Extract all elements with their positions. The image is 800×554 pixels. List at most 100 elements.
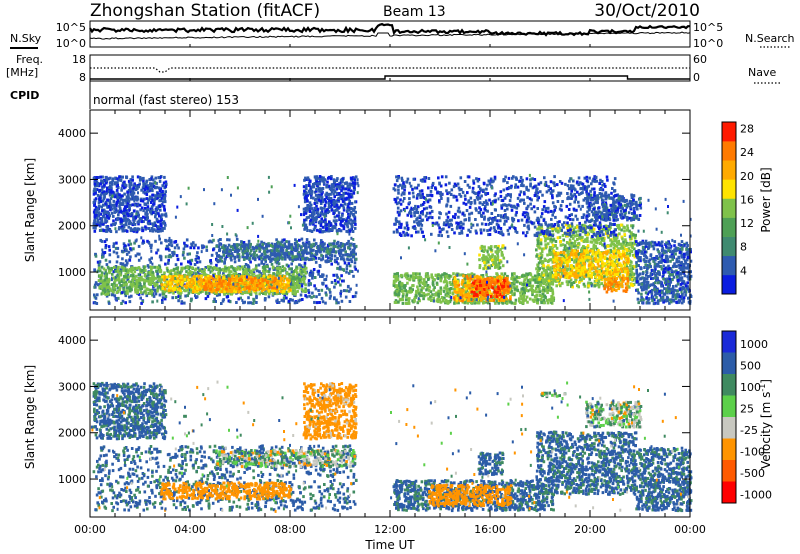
heatmap-cell <box>125 252 129 256</box>
heatmap-cell <box>145 294 149 298</box>
heatmap-cell <box>525 276 528 280</box>
heatmap-cell <box>328 242 331 246</box>
heatmap-cell <box>108 181 112 185</box>
heatmap-cell <box>332 183 335 187</box>
heatmap-cell <box>423 293 426 297</box>
heatmap-cell <box>150 256 153 260</box>
heatmap-cell <box>108 193 112 197</box>
heatmap-cell <box>156 195 160 199</box>
heatmap-cell <box>278 287 281 290</box>
heatmap-cell <box>152 277 156 281</box>
heatmap-cell <box>183 241 186 245</box>
heatmap-cell <box>420 280 423 284</box>
heatmap-cell <box>124 294 128 298</box>
heatmap-cell <box>134 290 137 294</box>
heatmap-cell <box>171 253 175 257</box>
heatmap-cell <box>128 268 132 271</box>
heatmap-cell <box>193 263 197 266</box>
heatmap-cell <box>163 287 167 291</box>
heatmap-cell <box>343 222 347 226</box>
heatmap-cell <box>533 274 537 278</box>
heatmap-cell <box>122 290 126 294</box>
heatmap-cell <box>351 181 355 185</box>
heatmap-cell <box>531 290 534 294</box>
heatmap-cell <box>339 229 343 233</box>
heatmap-cell <box>187 291 191 295</box>
heatmap-cell <box>423 280 426 284</box>
heatmap-cell <box>140 290 143 294</box>
heatmap-cell <box>191 266 194 270</box>
heatmap-cell <box>139 199 143 203</box>
heatmap-cell <box>168 243 171 247</box>
heatmap-cell <box>464 274 467 277</box>
heatmap-cell <box>263 252 267 256</box>
heatmap-cell <box>220 284 223 288</box>
heatmap-cell <box>190 270 194 274</box>
heatmap-cell <box>308 214 312 218</box>
heatmap-cell <box>288 252 291 256</box>
heatmap-cell <box>480 295 483 299</box>
heatmap-cell <box>285 277 289 281</box>
heatmap-cell <box>99 281 102 285</box>
heatmap-cell <box>304 176 307 180</box>
heatmap-cell <box>243 300 246 304</box>
heatmap-cell <box>209 259 212 262</box>
heatmap-cell <box>227 273 230 277</box>
heatmap-cell <box>240 278 244 282</box>
heatmap-cell <box>323 246 327 250</box>
heatmap-cell <box>535 290 539 294</box>
heatmap-cell <box>131 193 134 197</box>
heatmap-cell <box>278 284 281 288</box>
heatmap-cell <box>192 282 195 285</box>
heatmap-cell <box>316 207 320 211</box>
heatmap-cell <box>352 214 356 218</box>
heatmap-cell <box>305 241 308 245</box>
heatmap-cell <box>281 257 284 261</box>
heatmap-cell <box>290 243 294 247</box>
heatmap-cell <box>346 205 350 209</box>
heatmap-cell <box>395 278 398 282</box>
heatmap-cell <box>118 281 121 285</box>
heatmap-cell <box>333 279 337 282</box>
heatmap-cell <box>337 228 341 232</box>
heatmap-cell <box>292 280 295 284</box>
heatmap-cell <box>104 217 107 221</box>
heatmap-cell <box>304 249 307 253</box>
heatmap-cell <box>329 294 332 298</box>
heatmap-cell <box>111 177 115 181</box>
heatmap-cell <box>309 203 313 207</box>
heatmap-cell <box>93 293 96 297</box>
heatmap-cell <box>113 210 117 214</box>
heatmap-cell <box>348 214 351 218</box>
heatmap-cell <box>224 269 228 273</box>
heatmap-cell <box>158 227 162 231</box>
heatmap-cell <box>411 276 415 279</box>
heatmap-cell <box>498 275 502 279</box>
heatmap-cell <box>297 251 301 254</box>
heatmap-cell <box>169 285 172 289</box>
heatmap-cell <box>318 175 322 178</box>
heatmap-cell <box>229 256 232 260</box>
heatmap-cell <box>147 219 151 223</box>
heatmap-cell <box>164 238 167 242</box>
heatmap-cell <box>107 205 111 208</box>
heatmap-cell <box>319 222 323 226</box>
heatmap-cell <box>348 247 352 251</box>
heatmap-cell <box>115 188 119 192</box>
heatmap-cell <box>101 288 105 292</box>
heatmap-cell <box>425 293 428 297</box>
heatmap-cell <box>502 274 505 278</box>
heatmap-cell <box>121 284 125 288</box>
heatmap-cell <box>400 282 403 286</box>
heatmap-cell <box>551 288 554 292</box>
heatmap-cell <box>98 229 102 232</box>
heatmap-cell <box>135 187 138 191</box>
heatmap-cell <box>142 270 145 274</box>
heatmap-cell <box>277 282 280 286</box>
heatmap-cell <box>518 276 521 279</box>
heatmap-cell <box>326 208 329 212</box>
heatmap-cell <box>423 278 426 282</box>
heatmap-cell <box>546 301 550 305</box>
heatmap-cell <box>107 212 110 215</box>
heatmap-cell <box>147 271 150 275</box>
